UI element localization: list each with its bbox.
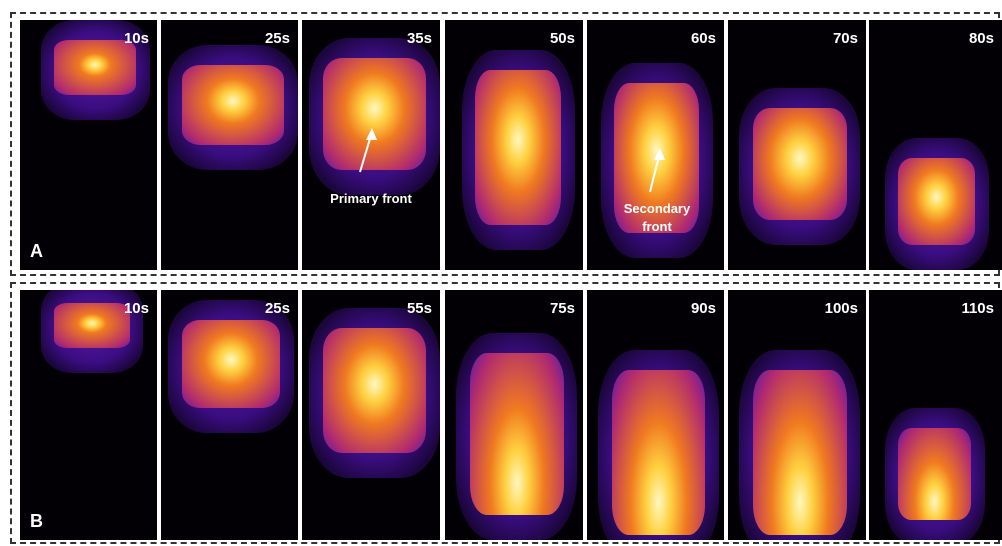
time-label: 10s xyxy=(124,30,149,47)
heat-region xyxy=(898,158,975,246)
heat-region xyxy=(612,370,705,535)
heat-region xyxy=(323,328,427,453)
thermal-frame: 55s xyxy=(302,290,440,540)
time-label: 55s xyxy=(407,300,432,317)
heat-region xyxy=(475,70,561,225)
thermal-frame: 35s xyxy=(302,20,440,270)
thermal-frame: 75s xyxy=(445,290,583,540)
time-label: 80s xyxy=(969,30,994,47)
time-label: 100s xyxy=(825,300,858,317)
time-label: 110s xyxy=(961,300,994,317)
thermal-frame: 25s xyxy=(161,290,298,540)
thermal-frame: 90s xyxy=(587,290,724,540)
thermal-frame: 25s xyxy=(161,20,298,270)
time-label: 25s xyxy=(265,300,290,317)
heat-region xyxy=(753,370,847,535)
thermal-frame: 10s B xyxy=(20,290,157,540)
heat-region xyxy=(182,65,285,145)
annotation: Secondary front xyxy=(612,200,702,236)
heat-region xyxy=(54,303,129,348)
time-label: 50s xyxy=(550,30,575,47)
time-label: 70s xyxy=(833,30,858,47)
heat-region xyxy=(54,40,136,95)
thermal-frame: 80s xyxy=(869,20,1002,270)
time-label: 60s xyxy=(691,30,716,47)
figure: 10s A 25s 35s 50s 60s 70s 80s 10s B 25s 55s 75s 90s 10… xyxy=(0,0,1002,546)
heat-region xyxy=(753,108,847,221)
panel-label: B xyxy=(30,511,43,532)
heat-region xyxy=(182,320,281,408)
time-label: 10s xyxy=(124,300,149,317)
heat-region xyxy=(898,428,971,521)
time-label: 25s xyxy=(265,30,290,47)
thermal-frame: 50s xyxy=(445,20,583,270)
thermal-frame: 110s xyxy=(869,290,1002,540)
thermal-frame: 10s A xyxy=(20,20,157,270)
panel-label: A xyxy=(30,241,43,262)
heat-region xyxy=(470,353,564,516)
heat-region xyxy=(323,58,427,171)
thermal-frame: 70s xyxy=(728,20,866,270)
thermal-frame: 100s xyxy=(728,290,866,540)
time-label: 75s xyxy=(550,300,575,317)
annotation: Primary front xyxy=(302,190,440,208)
time-label: 90s xyxy=(691,300,716,317)
time-label: 35s xyxy=(407,30,432,47)
